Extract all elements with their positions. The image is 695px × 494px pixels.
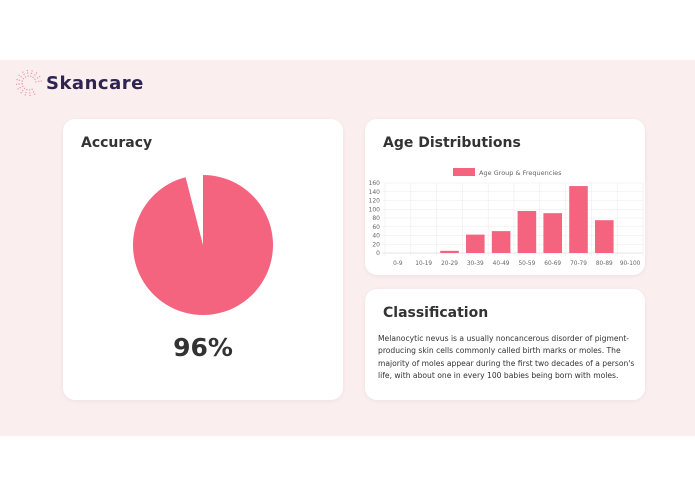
- logo-dot: [25, 91, 27, 94]
- logo-dot: [32, 76, 34, 79]
- logo-dot: [21, 80, 23, 82]
- logo-dot: [20, 76, 22, 78]
- logo-dot: [28, 89, 31, 91]
- accuracy-card: Accuracy 96%: [63, 119, 343, 400]
- logo-dot: [38, 80, 40, 83]
- classification-card: Classification Melanocytic nevus is a us…: [365, 289, 645, 400]
- logo-dot: [23, 73, 25, 76]
- x-tick-label: 80-89: [596, 261, 613, 267]
- brand-name: Skancare: [46, 72, 144, 94]
- logo-dot: [23, 87, 26, 90]
- logo-dot: [36, 77, 39, 79]
- legend-swatch: [453, 168, 475, 176]
- logo-dot: [24, 76, 27, 78]
- y-tick-label: 40: [372, 233, 380, 240]
- bar-70-79: [569, 186, 588, 253]
- logo-dot: [27, 75, 29, 77]
- logo-dot: [16, 83, 18, 86]
- y-tick-label: 60: [372, 224, 380, 231]
- logo-dot: [40, 80, 42, 82]
- logo-dot: [34, 78, 36, 81]
- age-title: Age Distributions: [383, 135, 521, 151]
- logo: Skancare: [16, 70, 144, 96]
- logo-dots-icon: [16, 70, 42, 96]
- logo-dot: [24, 94, 26, 96]
- logo-dot: [19, 87, 21, 89]
- age-distribution-card: Age Distributions Age Group & Frequencie…: [365, 119, 645, 275]
- x-tick-label: 60-69: [544, 261, 561, 267]
- logo-dot: [31, 88, 33, 90]
- logo-dot: [30, 75, 32, 77]
- classification-title: Classification: [383, 305, 489, 321]
- logo-dot: [17, 88, 19, 90]
- bar-20-29: [440, 250, 459, 253]
- y-tick-label: 80: [372, 215, 380, 222]
- bar-60-69: [543, 213, 562, 253]
- logo-dot: [22, 71, 24, 73]
- logo-dot: [22, 77, 25, 80]
- legend-label: Age Group & Frequencies: [479, 169, 562, 177]
- logo-dot: [21, 83, 23, 85]
- logo-dot: [31, 70, 33, 72]
- logo-dot: [26, 88, 28, 91]
- logo-dot: [29, 94, 31, 96]
- x-tick-label: 90-100: [620, 261, 641, 267]
- accuracy-value: 96%: [173, 333, 233, 362]
- logo-dot: [18, 79, 21, 81]
- logo-dot: [34, 74, 36, 76]
- y-tick-label: 160: [369, 180, 381, 187]
- logo-dot: [16, 78, 18, 81]
- accuracy-title: Accuracy: [81, 135, 153, 151]
- logo-dot: [21, 90, 24, 92]
- bar-40-49: [491, 231, 511, 253]
- accuracy-pie: [133, 175, 273, 315]
- logo-dot: [18, 83, 20, 85]
- y-tick-label: 0: [376, 250, 380, 257]
- pie-slice-accuracy: [133, 175, 273, 315]
- x-tick-label: 10-19: [415, 261, 432, 267]
- logo-dot: [26, 72, 29, 74]
- y-tick-label: 20: [372, 241, 380, 248]
- y-tick-label: 140: [369, 189, 381, 196]
- bar-80-89: [595, 220, 614, 253]
- x-tick-label: 0-9: [393, 261, 403, 267]
- classification-text: Melanocytic nevus is a usually noncancer…: [378, 334, 635, 381]
- logo-dot: [32, 91, 35, 93]
- logo-dot: [30, 72, 33, 75]
- x-tick-label: 50-59: [518, 261, 535, 267]
- logo-dot: [22, 85, 24, 88]
- bar-50-59: [517, 211, 537, 253]
- x-tick-label: 70-79: [570, 261, 587, 267]
- bar-30-39: [466, 234, 485, 253]
- logo-dot: [29, 92, 31, 94]
- logo-dot: [35, 72, 38, 74]
- logo-dot: [20, 91, 22, 94]
- x-tick-label: 40-49: [493, 261, 510, 267]
- logo-dot: [38, 75, 41, 78]
- y-tick-label: 100: [369, 206, 381, 213]
- logo-dot: [26, 70, 29, 72]
- x-tick-label: 20-29: [441, 261, 458, 267]
- x-tick-label: 30-39: [467, 261, 484, 267]
- logo-dot: [33, 93, 36, 95]
- y-tick-label: 120: [369, 198, 381, 205]
- logo-dot: [35, 81, 37, 83]
- logo-dot: [18, 74, 20, 76]
